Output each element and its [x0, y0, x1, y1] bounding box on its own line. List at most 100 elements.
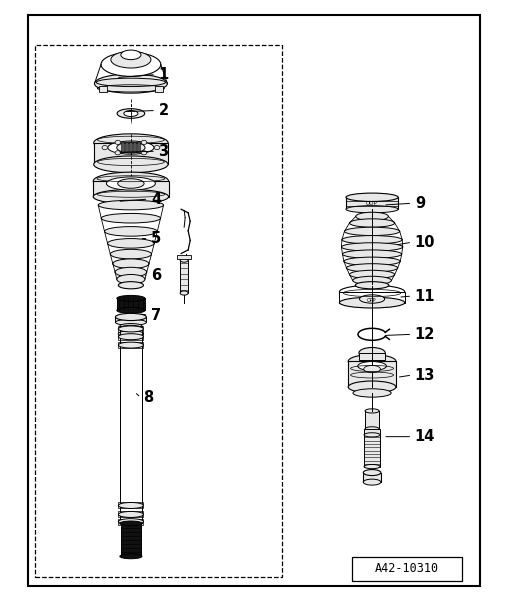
Text: 10: 10	[415, 235, 435, 249]
Ellipse shape	[98, 201, 164, 210]
Bar	[117, 298, 145, 310]
Ellipse shape	[105, 226, 157, 236]
Ellipse shape	[364, 365, 380, 373]
Text: 3: 3	[158, 144, 169, 159]
Ellipse shape	[115, 140, 120, 144]
Ellipse shape	[353, 276, 392, 284]
Bar	[352, 557, 461, 581]
Bar	[118, 334, 143, 339]
Bar	[365, 411, 379, 429]
Bar	[346, 198, 398, 209]
Ellipse shape	[93, 156, 168, 173]
Ellipse shape	[180, 258, 188, 262]
Bar	[118, 503, 143, 509]
Ellipse shape	[110, 249, 151, 259]
Ellipse shape	[115, 268, 147, 277]
Ellipse shape	[118, 503, 143, 509]
Bar	[93, 143, 168, 164]
Ellipse shape	[350, 270, 395, 278]
Bar	[93, 181, 169, 197]
Text: 9: 9	[415, 196, 425, 211]
Ellipse shape	[341, 243, 403, 251]
Bar	[99, 86, 107, 92]
Bar	[339, 292, 405, 303]
Ellipse shape	[120, 521, 142, 526]
Ellipse shape	[339, 285, 405, 298]
Ellipse shape	[101, 213, 161, 223]
Ellipse shape	[121, 50, 141, 60]
Text: 5: 5	[151, 231, 161, 246]
Ellipse shape	[117, 307, 145, 313]
Text: OPP: OPP	[366, 298, 376, 303]
Ellipse shape	[93, 134, 168, 152]
Text: 6: 6	[151, 268, 161, 283]
Ellipse shape	[346, 205, 398, 213]
Ellipse shape	[348, 355, 396, 368]
Bar	[120, 326, 142, 524]
Ellipse shape	[180, 291, 188, 295]
Ellipse shape	[93, 190, 169, 204]
Ellipse shape	[117, 295, 145, 301]
Ellipse shape	[363, 479, 381, 485]
Bar	[118, 512, 143, 518]
Bar	[177, 255, 191, 259]
Ellipse shape	[364, 464, 380, 469]
Ellipse shape	[120, 554, 142, 559]
Ellipse shape	[346, 264, 398, 272]
Ellipse shape	[154, 146, 160, 150]
Text: 2: 2	[158, 103, 169, 118]
Bar	[364, 429, 380, 466]
Ellipse shape	[117, 274, 145, 284]
Bar	[130, 141, 133, 152]
Ellipse shape	[360, 295, 385, 303]
Ellipse shape	[348, 381, 396, 393]
Ellipse shape	[113, 259, 149, 269]
Text: 4: 4	[151, 191, 161, 207]
Ellipse shape	[344, 227, 400, 236]
Ellipse shape	[108, 239, 154, 248]
Ellipse shape	[115, 313, 146, 321]
Ellipse shape	[358, 362, 387, 370]
Bar	[115, 317, 146, 323]
Text: A42-10310: A42-10310	[375, 562, 439, 576]
Bar	[154, 86, 163, 92]
Ellipse shape	[117, 109, 145, 118]
Ellipse shape	[118, 331, 144, 336]
Ellipse shape	[124, 111, 138, 117]
Ellipse shape	[141, 150, 147, 155]
Bar	[359, 353, 385, 360]
Ellipse shape	[120, 324, 142, 329]
Text: 8: 8	[143, 390, 154, 405]
Ellipse shape	[102, 146, 108, 150]
Ellipse shape	[342, 236, 402, 244]
Ellipse shape	[363, 469, 381, 475]
Bar	[348, 361, 396, 387]
Bar	[121, 141, 124, 152]
Ellipse shape	[344, 257, 400, 266]
Ellipse shape	[118, 281, 143, 289]
Bar	[118, 326, 143, 332]
Text: 11: 11	[415, 289, 435, 304]
Ellipse shape	[350, 219, 395, 227]
Ellipse shape	[117, 142, 145, 153]
Ellipse shape	[118, 519, 143, 525]
Bar	[134, 141, 137, 152]
Text: 13: 13	[415, 367, 435, 382]
Ellipse shape	[118, 326, 143, 332]
Bar	[118, 519, 143, 525]
Ellipse shape	[101, 53, 161, 76]
Ellipse shape	[115, 150, 120, 155]
Text: 1: 1	[158, 67, 169, 82]
Ellipse shape	[106, 177, 155, 190]
Ellipse shape	[108, 141, 154, 154]
Ellipse shape	[339, 297, 405, 308]
Bar	[125, 141, 129, 152]
Ellipse shape	[356, 212, 389, 220]
Ellipse shape	[118, 512, 143, 518]
Ellipse shape	[94, 74, 167, 93]
Bar	[363, 472, 381, 482]
Text: 12: 12	[415, 327, 435, 342]
Ellipse shape	[365, 427, 379, 431]
Ellipse shape	[120, 326, 142, 332]
Bar	[121, 524, 141, 556]
